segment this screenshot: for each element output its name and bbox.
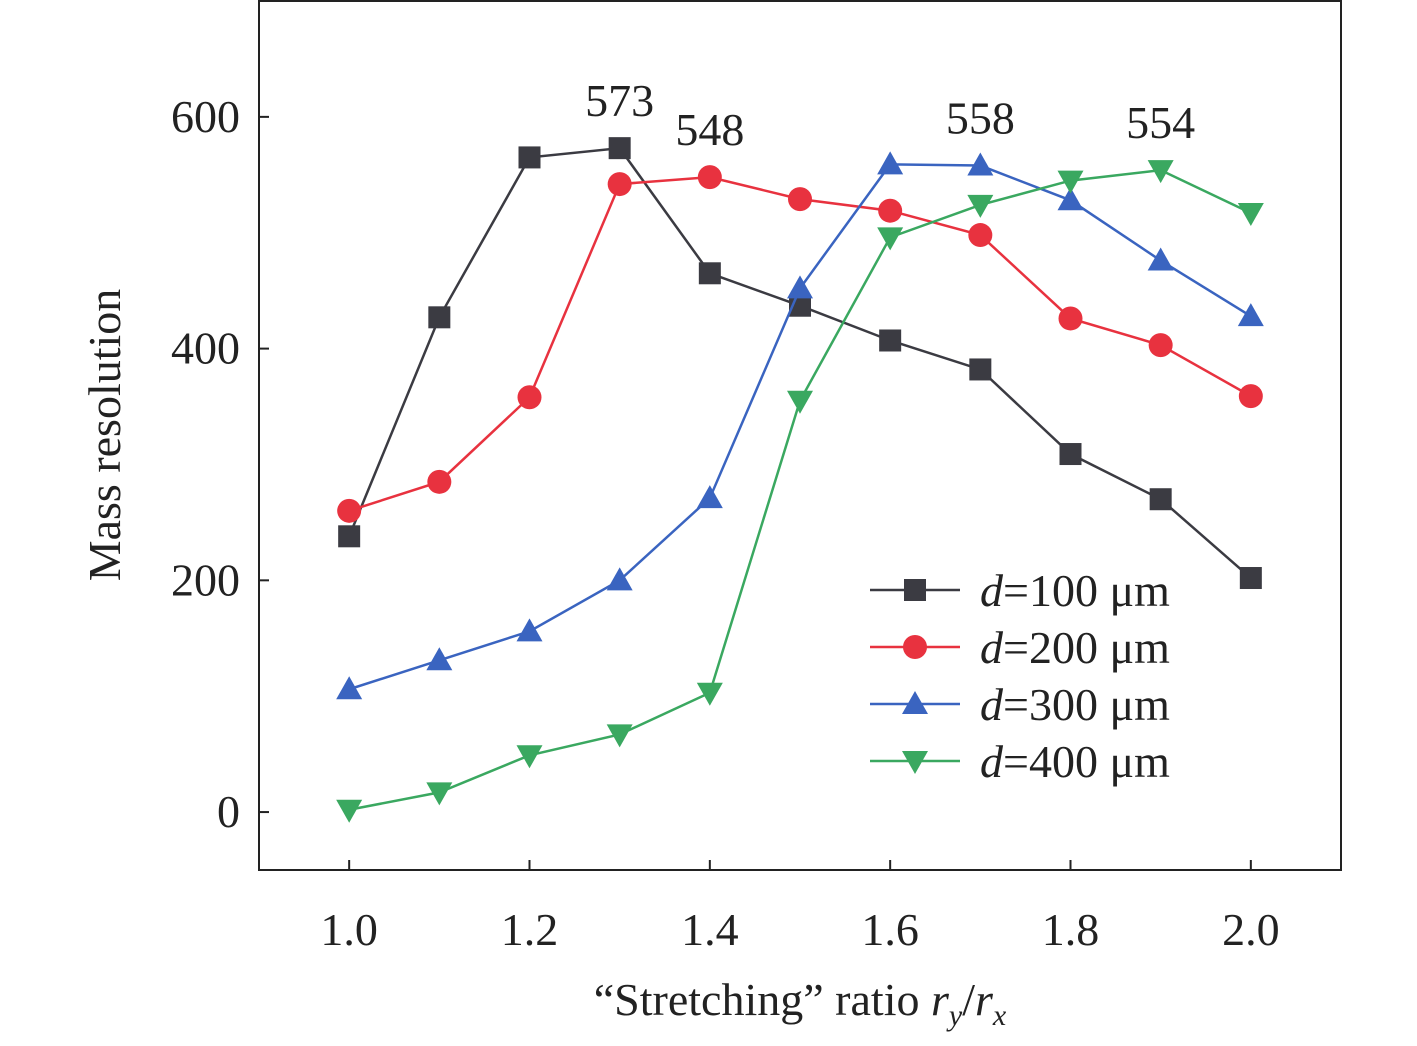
data-point	[608, 137, 631, 160]
data-point	[696, 485, 723, 509]
data-point	[426, 782, 453, 806]
legend-item: d=400 μm	[870, 736, 1170, 787]
y-tick-label: 200	[171, 554, 240, 605]
series-1	[338, 137, 1262, 590]
data-point	[1237, 203, 1264, 227]
data-point	[1057, 170, 1084, 194]
data-point	[606, 567, 633, 591]
data-point	[1239, 567, 1262, 590]
data-point	[1149, 488, 1172, 511]
data-point	[427, 469, 452, 494]
y-tick-label: 400	[171, 323, 240, 374]
series-4	[336, 160, 1264, 823]
data-point	[1059, 443, 1082, 466]
data-point	[1057, 187, 1084, 211]
data-point	[1238, 384, 1263, 409]
legend-label: d=300 μm	[980, 679, 1170, 730]
data-point	[967, 194, 994, 218]
data-point	[879, 329, 902, 352]
data-point	[1058, 306, 1083, 331]
data-point	[607, 172, 632, 197]
data-point	[698, 262, 721, 285]
x-tick-label: 1.0	[320, 904, 378, 955]
legend-item: d=100 μm	[870, 565, 1170, 616]
data-point	[336, 676, 363, 700]
legend-label: d=100 μm	[980, 565, 1170, 616]
series-3	[336, 151, 1264, 700]
data-point	[878, 198, 903, 223]
legend-marker	[902, 751, 928, 774]
peak-annotation: 558	[946, 93, 1015, 144]
data-point	[696, 682, 723, 706]
data-point	[518, 146, 541, 169]
data-point	[1148, 333, 1173, 358]
y-tick-label: 0	[217, 786, 240, 837]
legend-marker	[904, 579, 926, 601]
data-point	[428, 306, 451, 329]
peak-annotation: 554	[1126, 97, 1195, 148]
x-tick-label: 2.0	[1222, 904, 1280, 955]
legend-label: d=200 μm	[980, 622, 1170, 673]
data-point	[426, 647, 453, 671]
data-point	[877, 151, 904, 175]
data-point	[336, 799, 363, 823]
data-point	[516, 618, 543, 642]
data-point	[338, 525, 361, 548]
data-point	[337, 498, 362, 523]
series-line	[348, 146, 1252, 579]
data-point	[967, 152, 994, 176]
x-tick-label: 1.4	[681, 904, 739, 955]
data-point	[969, 358, 992, 381]
peak-annotation: 573	[585, 75, 654, 126]
data-point	[968, 223, 993, 248]
data-point	[517, 385, 542, 410]
legend-marker	[902, 691, 928, 714]
data-point	[788, 187, 812, 212]
x-tick-label: 1.2	[501, 904, 559, 955]
data-point	[787, 275, 813, 299]
legend-item: d=300 μm	[870, 679, 1170, 730]
data-point	[877, 227, 904, 251]
legend-marker	[903, 635, 927, 659]
y-axis-label: Mass resolution	[79, 289, 130, 582]
data-point	[1147, 160, 1174, 184]
series-2	[337, 165, 1263, 523]
data-point	[697, 165, 722, 190]
x-axis-label: “Stretching” ratio ry/rx	[594, 974, 1007, 1032]
series-line	[348, 175, 1252, 513]
legend-label: d=400 μm	[980, 736, 1170, 787]
y-tick-label: 600	[171, 91, 240, 142]
data-point	[1147, 247, 1174, 271]
plot-frame	[258, 0, 1342, 871]
data-point	[1237, 303, 1264, 327]
peak-annotation: 548	[675, 104, 744, 155]
x-tick-label: 1.6	[861, 904, 919, 955]
legend-item: d=200 μm	[870, 622, 1170, 673]
x-tick-label: 1.8	[1042, 904, 1100, 955]
data-point	[787, 390, 813, 414]
data-point	[606, 724, 633, 748]
data-point	[516, 745, 543, 769]
